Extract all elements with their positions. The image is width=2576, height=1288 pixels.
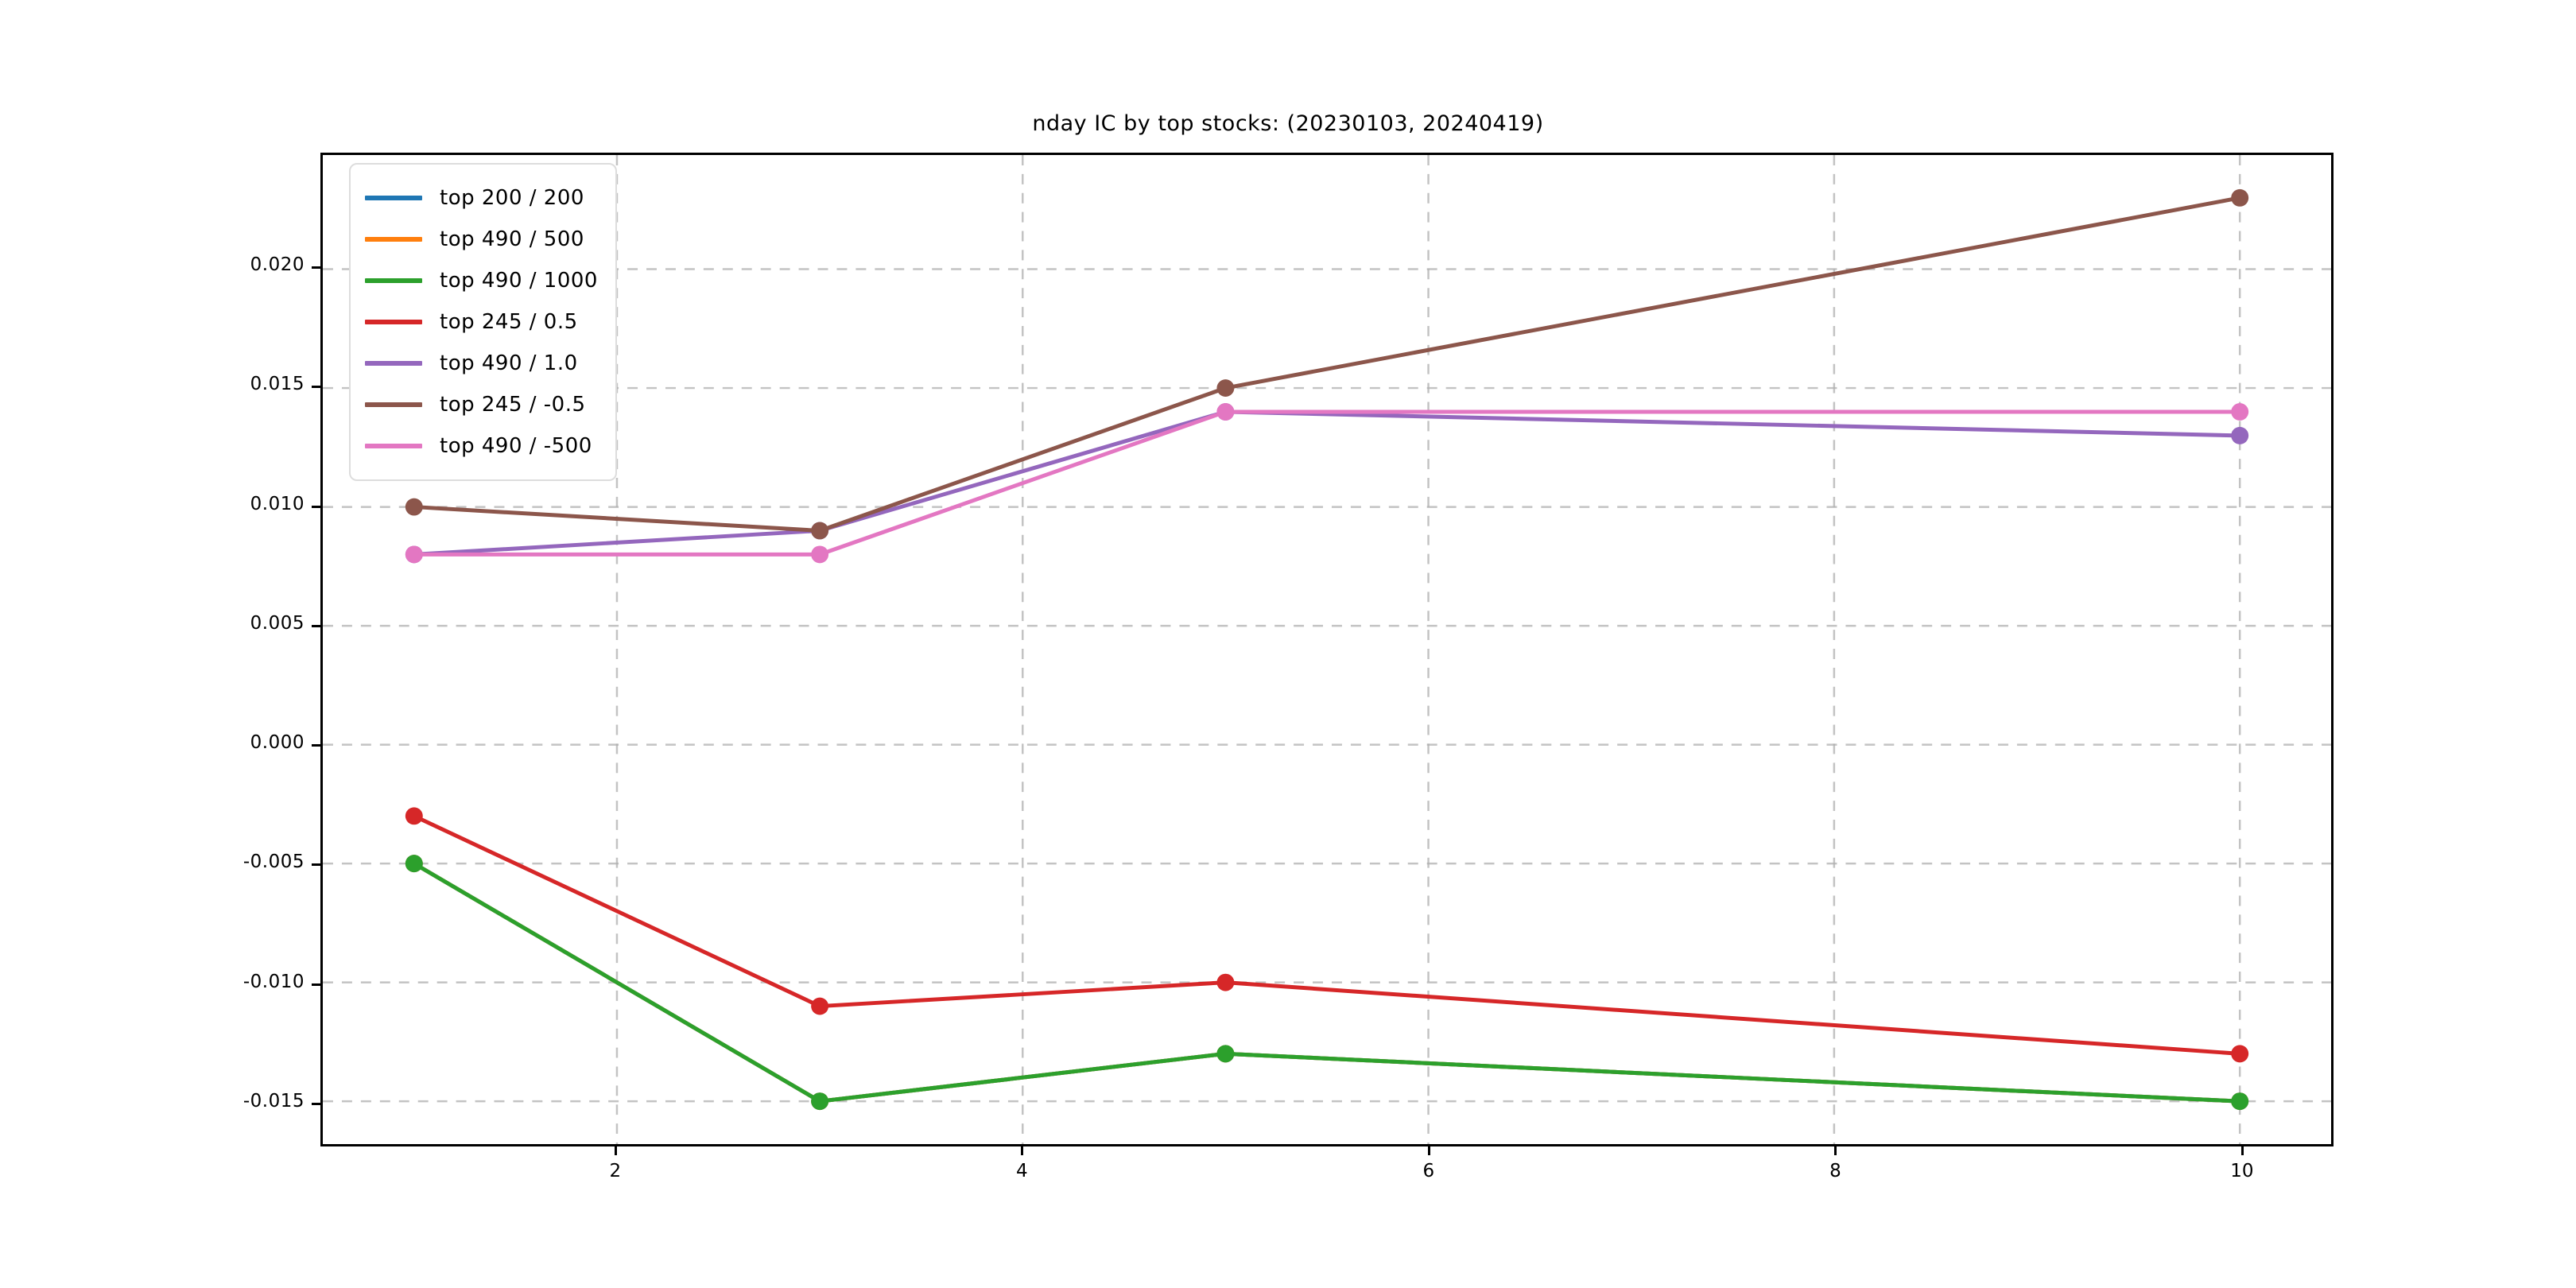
legend-item[interactable]: top 490 / 1000 — [365, 260, 598, 301]
y-axis-tick-label: 0.005 — [250, 612, 305, 634]
y-axis-tick-mark — [312, 624, 320, 627]
y-axis-tick-mark — [312, 983, 320, 986]
legend-item[interactable]: top 490 / -500 — [365, 425, 598, 467]
y-axis-tick-label: 0.015 — [250, 374, 305, 395]
data-point-marker — [1216, 403, 1235, 421]
legend-color-swatch — [365, 320, 422, 324]
series-line — [405, 855, 2249, 1111]
x-axis-tick-mark — [1834, 1146, 1837, 1155]
legend-label: top 490 / 1.0 — [440, 351, 578, 375]
data-point-marker — [811, 997, 829, 1015]
y-axis-tick-label: 0.010 — [250, 493, 305, 514]
legend-item[interactable]: top 490 / 1.0 — [365, 343, 598, 384]
data-point-marker — [2231, 188, 2249, 207]
chart-legend[interactable]: top 200 / 200 top 490 / 500 top 490 / 1000… — [349, 163, 617, 481]
series-line — [405, 403, 2249, 564]
y-axis-tick-mark — [312, 744, 320, 747]
x-axis-tick-label: 6 — [1422, 1161, 1435, 1181]
x-axis-tick-mark — [1021, 1146, 1024, 1155]
data-point-marker — [2231, 1092, 2249, 1111]
x-axis-tick-label: 4 — [1016, 1161, 1028, 1181]
legend-label: top 245 / 0.5 — [440, 310, 578, 334]
legend-item[interactable]: top 245 / 0.5 — [365, 301, 598, 343]
series-line — [405, 855, 2249, 1111]
legend-color-swatch — [365, 444, 422, 448]
y-axis-tick-label: 0.000 — [250, 732, 305, 754]
y-axis-tick-mark — [312, 505, 320, 508]
x-axis-tick-label: 8 — [1829, 1161, 1841, 1181]
y-axis-tick-label: -0.005 — [242, 852, 305, 873]
series-line — [405, 807, 2249, 1063]
data-point-marker — [1216, 973, 1235, 991]
y-axis-tick-mark — [312, 1102, 320, 1105]
y-axis-tick-label: -0.015 — [242, 1090, 305, 1111]
legend-color-swatch — [365, 361, 422, 366]
legend-label: top 490 / -500 — [440, 434, 592, 458]
x-axis-tick-mark — [1427, 1146, 1430, 1155]
legend-color-swatch — [365, 237, 422, 242]
legend-item[interactable]: top 490 / 500 — [365, 219, 598, 260]
x-axis-tick-mark — [2240, 1146, 2244, 1155]
y-axis-tick-mark — [312, 266, 320, 270]
y-axis-tick-label: 0.020 — [250, 254, 305, 276]
plot-area — [320, 153, 2334, 1146]
data-point-marker — [2231, 1045, 2249, 1063]
legend-item[interactable]: top 245 / -0.5 — [365, 384, 598, 425]
data-point-marker — [405, 807, 423, 825]
chart-title: nday IC by top stocks: (20230103, 202404… — [1032, 111, 1544, 136]
data-point-marker — [1216, 379, 1235, 398]
x-axis-tick-label: 2 — [609, 1161, 622, 1181]
data-point-marker — [1216, 1045, 1235, 1063]
legend-label: top 245 / -0.5 — [440, 393, 586, 417]
legend-label: top 490 / 1000 — [440, 269, 598, 293]
y-axis-tick-label: -0.010 — [242, 971, 305, 992]
data-point-marker — [811, 1092, 829, 1111]
x-axis-tick-label: 10 — [2230, 1161, 2254, 1181]
grid-lines — [323, 155, 2331, 1144]
legend-color-swatch — [365, 196, 422, 200]
data-point-marker — [2231, 403, 2249, 421]
data-point-marker — [405, 855, 423, 873]
y-axis-tick-mark — [312, 863, 320, 867]
legend-item[interactable]: top 200 / 200 — [365, 177, 598, 219]
series-line — [405, 403, 2249, 564]
series-line — [405, 855, 2249, 1111]
data-point-marker — [405, 545, 423, 564]
legend-color-swatch — [365, 278, 422, 283]
x-axis-tick-mark — [614, 1146, 617, 1155]
legend-label: top 490 / 500 — [440, 227, 584, 251]
data-point-marker — [2231, 426, 2249, 444]
data-series-layer — [405, 188, 2249, 1111]
data-point-marker — [811, 545, 829, 564]
y-axis-tick-mark — [312, 386, 320, 389]
series-line — [405, 188, 2249, 540]
legend-label: top 200 / 200 — [440, 186, 584, 210]
data-point-marker — [811, 522, 829, 540]
data-point-marker — [405, 498, 423, 516]
legend-color-swatch — [365, 402, 422, 407]
